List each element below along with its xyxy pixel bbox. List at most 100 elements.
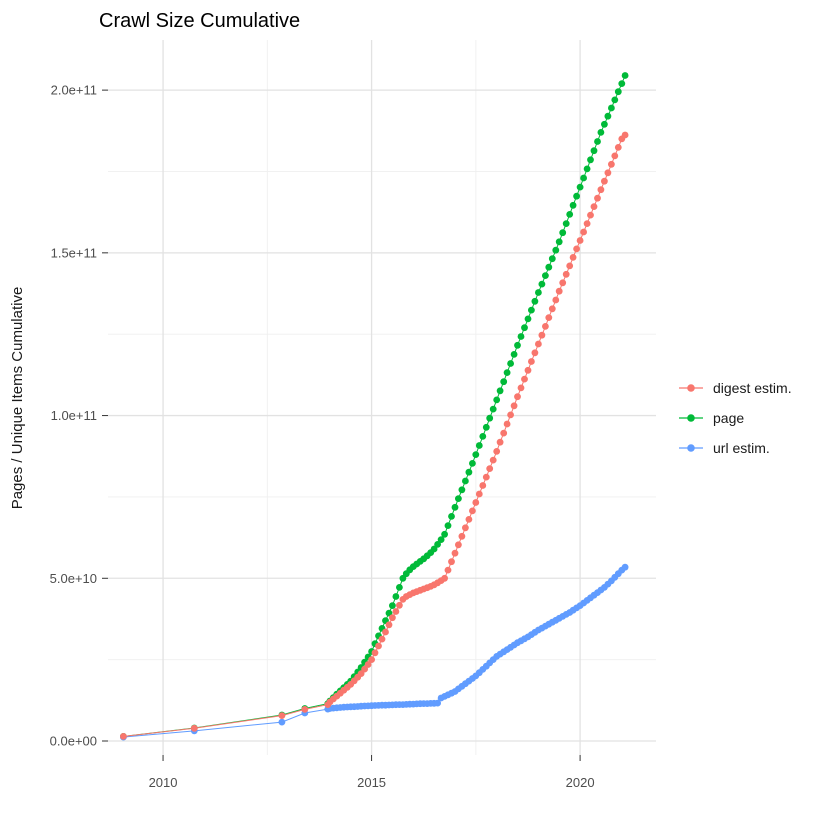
data-point-page (489, 405, 497, 413)
data-point-digest-estim (500, 429, 508, 437)
data-point-digest-estim (441, 574, 448, 582)
legend-key-point (687, 383, 695, 392)
data-point-page (465, 468, 473, 476)
data-point-digest-estim (514, 393, 521, 401)
data-point-page (569, 201, 577, 209)
data-point-digest-estim (392, 608, 400, 615)
data-point-digest-estim (469, 507, 476, 515)
y-axis-tick-label: 1.5e+11 (51, 245, 97, 260)
data-point-page (448, 513, 455, 520)
legend-item: page (678, 407, 792, 428)
data-point-digest-estim (545, 314, 553, 321)
data-point-url-estim (278, 718, 286, 726)
data-point-page (528, 306, 535, 314)
y-axis-tick-label: 2.0e+11 (51, 83, 97, 98)
data-point-digest-estim (535, 340, 542, 348)
data-point-digest-estim (396, 601, 403, 609)
data-point-digest-estim (190, 724, 198, 732)
axis-tick-marks (102, 89, 581, 761)
data-point-page (621, 72, 629, 79)
data-point-page (441, 530, 448, 538)
data-point-page (486, 414, 494, 422)
data-point-page (500, 378, 508, 386)
data-point-digest-estim (562, 270, 570, 278)
data-point-page (510, 351, 518, 358)
data-point-digest-estim (475, 490, 483, 498)
data-point-page (562, 220, 570, 228)
data-point-digest-estim (597, 186, 605, 194)
data-point-digest-estim (601, 177, 608, 185)
legend-item: url estim. (678, 437, 792, 458)
data-point-page (472, 451, 480, 458)
data-point-digest-estim (587, 211, 594, 219)
data-point-page (469, 460, 476, 467)
data-point-page (521, 324, 528, 332)
legend-key-icon (679, 413, 703, 422)
data-point-digest-estim (517, 384, 525, 392)
data-point-digest-estim (555, 287, 563, 295)
data-point-digest-estim (448, 558, 455, 566)
gridlines-major (108, 40, 656, 755)
axis-tick-labels: 0.0e+00 5.0e+10 1.0e+11 1.5e+11 2.0e+11 2010 2… (50, 83, 595, 790)
data-point-digest-estim (559, 279, 567, 287)
data-point-page (580, 174, 587, 182)
data-point-page (430, 545, 438, 553)
legend-item-label: page (713, 409, 745, 426)
data-point-page (587, 156, 594, 164)
data-point-page (594, 138, 601, 145)
data-point-digest-estim (573, 245, 580, 253)
data-point-digest-estim (371, 649, 379, 657)
x-axis-tick-label: 2020 (566, 775, 595, 790)
data-point-page (538, 280, 546, 288)
data-point-digest-estim (496, 438, 504, 446)
data-series-layer (120, 72, 629, 741)
data-point-page (597, 129, 605, 136)
data-point-digest-estim (375, 642, 382, 650)
data-point-digest-estim (608, 160, 615, 168)
data-point-page (618, 80, 626, 87)
data-point-digest-estim (604, 169, 612, 177)
data-point-page (604, 112, 612, 120)
data-point-page (601, 120, 608, 128)
data-point-digest-estim (455, 541, 462, 549)
data-point-digest-estim (465, 516, 473, 523)
data-point-digest-estim (621, 131, 629, 139)
chart-title: Crawl Size Cumulative (99, 10, 300, 32)
data-point-page (493, 396, 501, 404)
data-point-page (392, 593, 400, 600)
legend-key-point (687, 413, 695, 422)
data-point-digest-estim (576, 237, 584, 244)
data-point-page (479, 433, 487, 440)
data-point-digest-estim (368, 656, 375, 663)
data-point-digest-estim (580, 228, 587, 236)
data-point-digest-estim (538, 331, 546, 339)
gridlines-minor (108, 40, 656, 755)
data-point-digest-estim (458, 532, 466, 540)
data-point-digest-estim (389, 614, 396, 622)
data-point-digest-estim (278, 712, 286, 719)
data-point-digest-estim (378, 635, 386, 643)
data-point-page (548, 255, 556, 263)
data-point-digest-estim (528, 358, 535, 365)
y-axis-tick-label: 0.0e+00 (50, 734, 97, 749)
data-point-digest-estim (531, 349, 539, 357)
data-point-digest-estim (590, 203, 598, 211)
data-point-url-estim (434, 699, 441, 707)
legend-item-label: digest estim. (713, 379, 792, 396)
data-point-digest-estim (482, 473, 490, 481)
data-point-page (507, 360, 514, 367)
data-point-digest-estim (594, 194, 601, 202)
data-point-page (555, 238, 563, 246)
data-point-page (503, 369, 511, 376)
legend-key-icon (679, 443, 703, 452)
y-axis-tick-label: 1.0e+11 (51, 408, 97, 423)
data-point-page (545, 263, 553, 271)
data-point-page (590, 147, 598, 155)
legend-key-icon (679, 383, 703, 392)
legend-item: digest estim. (678, 377, 792, 398)
data-point-page (573, 192, 580, 200)
data-point-page (566, 211, 574, 218)
